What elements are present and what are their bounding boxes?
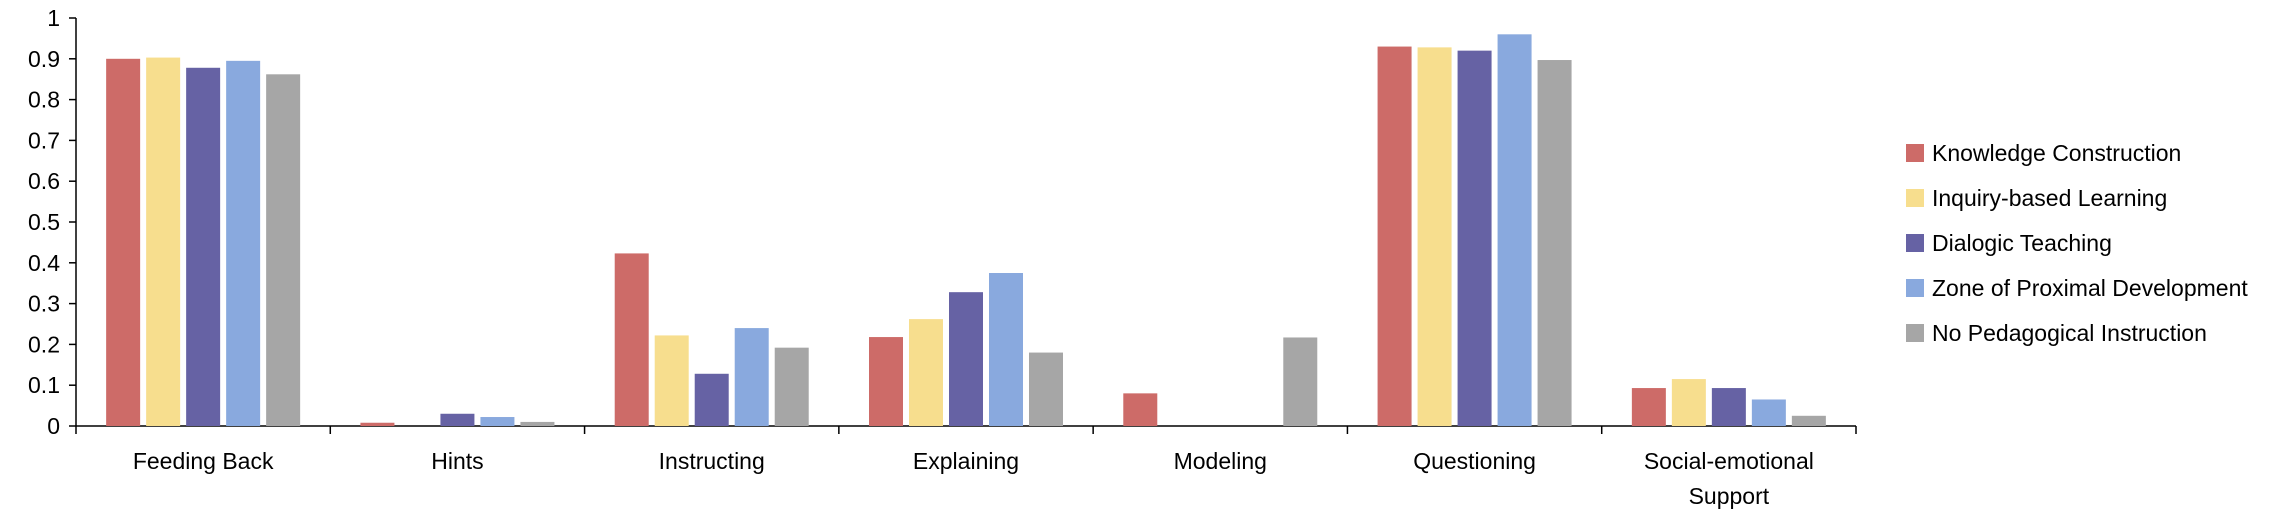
- bar: [360, 422, 395, 426]
- bar: [909, 319, 943, 426]
- y-tick-label: 0.5: [28, 209, 60, 235]
- bar: [614, 253, 649, 426]
- bar: [106, 58, 141, 427]
- legend-label: Knowledge Construction: [1932, 140, 2181, 166]
- y-tick-label: 0.2: [28, 331, 60, 357]
- bar: [1377, 46, 1412, 427]
- bar: [1537, 60, 1572, 427]
- bar: [949, 292, 983, 426]
- bar: [440, 413, 475, 426]
- bar: [1457, 50, 1492, 426]
- legend-label: Zone of Proximal Development: [1932, 275, 2248, 301]
- bar: [186, 67, 221, 426]
- y-tick-label: 0.3: [28, 291, 60, 317]
- legend-label: No Pedagogical Instruction: [1932, 320, 2207, 346]
- bar: [694, 373, 729, 426]
- bar: [734, 328, 769, 426]
- bars: [106, 34, 1826, 427]
- bar: [1711, 388, 1746, 426]
- bar: [774, 347, 809, 426]
- bar: [480, 417, 515, 426]
- x-tick-label: Questioning: [1413, 448, 1536, 474]
- bar: [1791, 415, 1826, 426]
- bar: [146, 57, 181, 427]
- x-tick-label: Explaining: [913, 448, 1019, 474]
- bar: [1029, 352, 1063, 426]
- y-tick-label: 0: [47, 413, 60, 439]
- bar: [1123, 393, 1158, 426]
- bar: [989, 273, 1023, 426]
- x-tick-label: Feeding Back: [133, 448, 274, 474]
- legend: Knowledge Construction Inquiry-based Lear…: [1906, 140, 2248, 346]
- bar: [1283, 337, 1318, 426]
- y-axis: 0 0.1 0.2 0.3 0.4 0.5 0.6 0.7 0.8 0.9 1: [28, 5, 77, 439]
- x-tick-label: Social-emotional: [1644, 448, 1814, 474]
- bar: [520, 421, 555, 426]
- legend-label: Dialogic Teaching: [1932, 230, 2112, 256]
- bar: [1497, 34, 1532, 426]
- x-tick-label: Modeling: [1174, 448, 1267, 474]
- legend-swatch: [1906, 189, 1924, 207]
- y-tick-label: 0.4: [28, 250, 60, 276]
- legend-swatch: [1906, 234, 1924, 252]
- x-tick-label: Instructing: [659, 448, 765, 474]
- y-tick-label: 0.6: [28, 168, 60, 194]
- bar: [1631, 388, 1666, 426]
- legend-swatch: [1906, 279, 1924, 297]
- legend-label: Inquiry-based Learning: [1932, 185, 2167, 211]
- x-axis: Feeding Back Hints Instructing Explaining Mo…: [75, 425, 1857, 509]
- legend-swatch: [1906, 324, 1924, 342]
- bar: [869, 337, 903, 426]
- bar: [1671, 379, 1706, 426]
- bar: [226, 60, 261, 427]
- y-tick-label: 1: [47, 5, 60, 31]
- bar: [1751, 399, 1786, 426]
- bar: [654, 335, 689, 426]
- bar: [1417, 47, 1452, 426]
- y-tick-label: 0.9: [28, 46, 60, 72]
- legend-swatch: [1906, 144, 1924, 162]
- y-tick-label: 0.1: [28, 372, 60, 398]
- y-tick-label: 0.8: [28, 87, 60, 113]
- x-tick-label: Support: [1689, 483, 1770, 509]
- y-tick-label: 0.7: [28, 127, 60, 153]
- x-tick-label: Hints: [431, 448, 483, 474]
- bar: [266, 74, 301, 426]
